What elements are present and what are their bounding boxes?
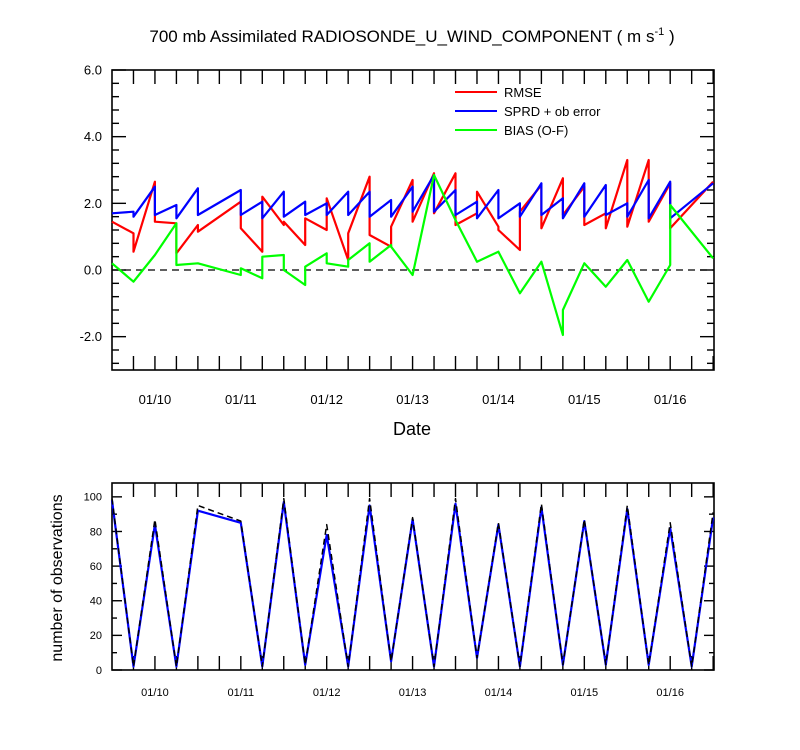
x-tick-label: 01/15 (571, 687, 599, 699)
y-tick-label: 2.0 (84, 196, 102, 211)
legend-label: SPRD + ob error (504, 104, 601, 119)
x-tick-label: 01/11 (225, 392, 257, 407)
legend: RMSE SPRD + ob error BIAS (O-F) (455, 85, 601, 138)
x-tick-label: 01/12 (310, 392, 343, 407)
x-tick-label: 01/13 (396, 392, 429, 407)
y-tick-label: 100 (84, 492, 102, 504)
y-tick-label: 20 (90, 630, 102, 642)
y-tick-label: 40 (90, 596, 102, 608)
title-main: 700 mb Assimilated RADIOSONDE_U_WIND_COM… (149, 27, 654, 46)
top-chart-title: 700 mb Assimilated RADIOSONDE_U_WIND_COM… (149, 26, 674, 46)
y-tick-label: 0.0 (84, 263, 102, 278)
x-tick-label: 01/12 (313, 687, 341, 699)
y-tick-label: 0 (96, 665, 102, 677)
y-tick-label: 80 (90, 526, 102, 538)
y-axis-label-observations: number of observations (49, 494, 66, 661)
series-line (111, 497, 714, 668)
x-tick-label: 01/14 (485, 687, 513, 699)
x-tick-label: 01/11 (227, 687, 254, 699)
y-tick-label: 4.0 (84, 129, 102, 144)
title-suffix: ) (664, 27, 674, 46)
legend-label: BIAS (O-F) (504, 123, 568, 138)
series-line (111, 173, 714, 337)
series-line (110, 500, 715, 668)
x-tick-label: 01/10 (141, 687, 169, 699)
bottom-series (110, 497, 715, 668)
y-tick-label: 6.0 (84, 63, 102, 78)
x-tick-label: 01/16 (654, 392, 687, 407)
x-tick-label: 01/13 (399, 687, 427, 699)
x-tick-label: 01/10 (139, 392, 172, 407)
y-tick-label: -2.0 (80, 329, 102, 344)
bottom-axes: 01/10 01/11 01/12 01/13 01/14 01/15 01/16 0 20 40… (84, 482, 715, 699)
series-line (111, 173, 714, 220)
top-series (111, 158, 714, 337)
x-tick-label: 01/14 (482, 392, 515, 407)
legend-label: RMSE (504, 85, 542, 100)
x-tick-label: 01/16 (656, 687, 684, 699)
x-axis-label: Date (393, 419, 431, 439)
title-exponent: -1 (654, 26, 664, 38)
top-chart: 700 mb Assimilated RADIOSONDE_U_WIND_COM… (80, 26, 715, 439)
top-axes: 01/10 01/11 01/12 01/13 01/14 01/15 01/16 -2.0 0… (80, 63, 715, 407)
y-tick-label: 60 (90, 561, 102, 573)
x-tick-label: 01/15 (568, 392, 601, 407)
bottom-chart: 01/10 01/11 01/12 01/13 01/14 01/15 01/16 0 20 40… (49, 482, 715, 699)
